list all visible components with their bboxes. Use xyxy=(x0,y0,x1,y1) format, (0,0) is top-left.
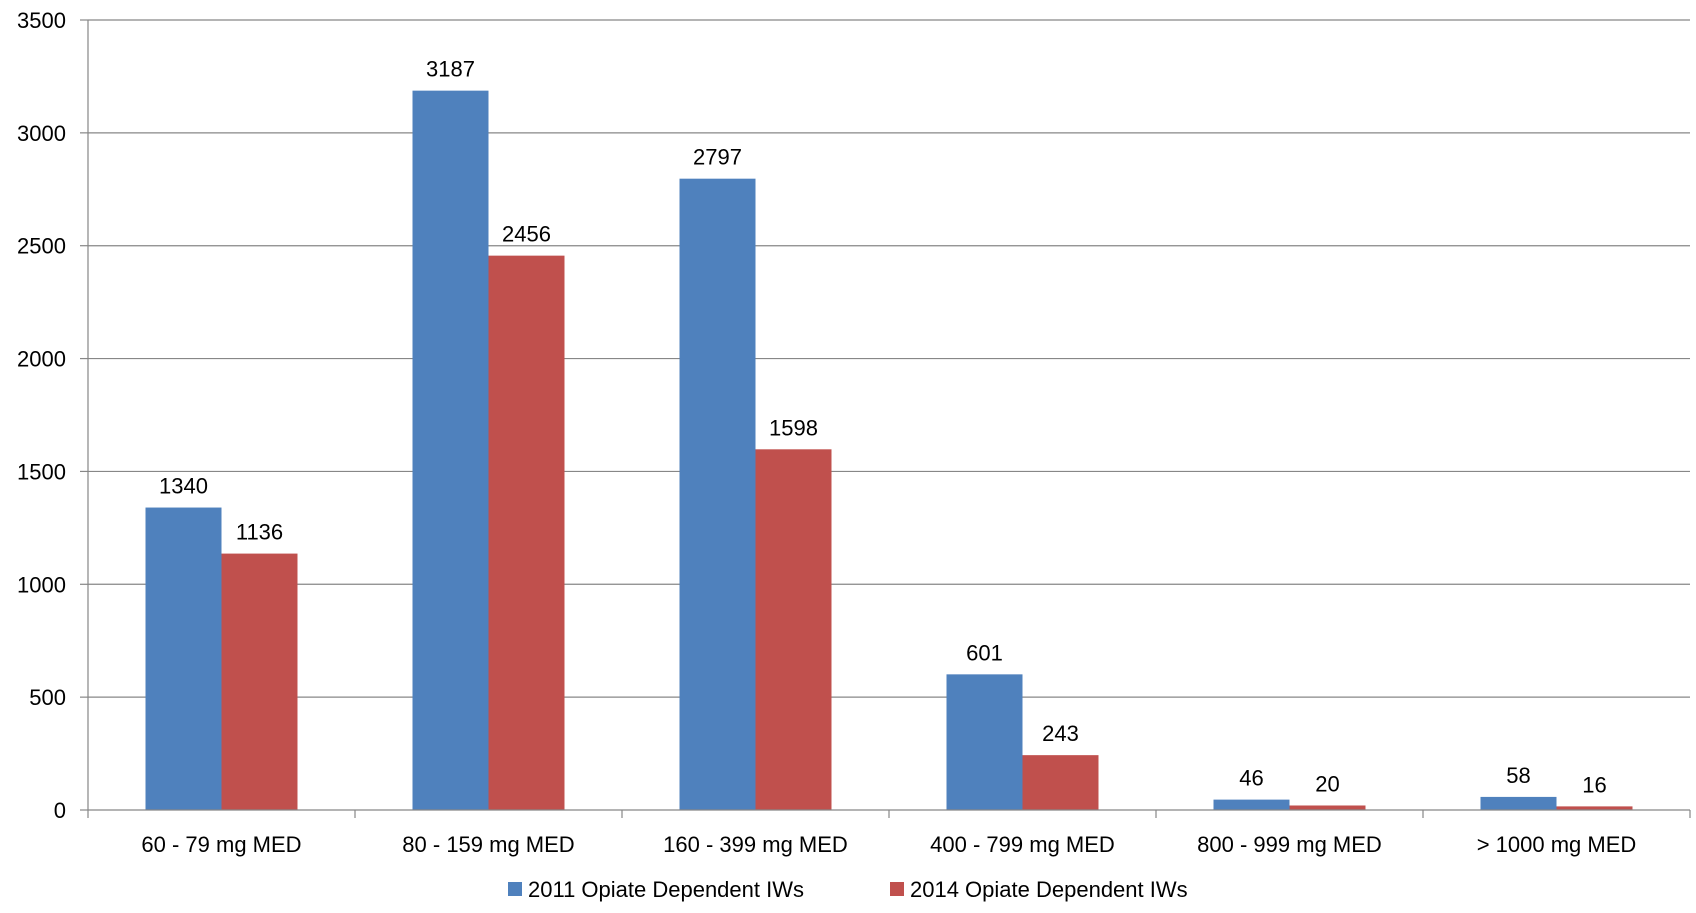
y-tick-label: 3500 xyxy=(17,8,66,33)
legend-label: 2011 Opiate Dependent IWs xyxy=(528,877,804,902)
legend-swatch xyxy=(508,882,522,896)
bar-series2 xyxy=(1289,805,1366,810)
data-label: 1598 xyxy=(769,415,818,440)
bar-series1 xyxy=(679,178,756,811)
data-label: 20 xyxy=(1315,771,1339,796)
legend-swatch xyxy=(890,882,904,896)
data-label: 243 xyxy=(1042,721,1079,746)
bars xyxy=(145,90,1633,811)
y-tick-label: 2500 xyxy=(17,234,66,259)
bar-series2 xyxy=(221,553,298,810)
bar-series2 xyxy=(1022,755,1099,810)
data-label: 3187 xyxy=(426,57,475,82)
y-tick-label: 1500 xyxy=(17,459,66,484)
y-tick-label: 500 xyxy=(29,685,66,710)
x-tick-label: 60 - 79 mg MED xyxy=(141,832,301,857)
y-tick-label: 1000 xyxy=(17,572,66,597)
data-label: 46 xyxy=(1239,766,1263,791)
y-tick-label: 2000 xyxy=(17,347,66,372)
legend: 2011 Opiate Dependent IWs 2014 Opiate Dep… xyxy=(508,877,1188,902)
gridlines xyxy=(88,19,1690,698)
axes xyxy=(80,19,1691,818)
legend-label: 2014 Opiate Dependent IWs xyxy=(910,877,1188,902)
data-label: 58 xyxy=(1506,763,1530,788)
bar-series1 xyxy=(1213,799,1290,810)
bar-series2 xyxy=(1556,806,1633,810)
bar-series1 xyxy=(145,507,222,810)
bar-series1 xyxy=(946,674,1023,810)
data-labels: 1340 1136 3187 2456 2797 1598 601 243 46 20 58 16 xyxy=(159,57,1607,798)
bar-series2 xyxy=(755,449,832,810)
bar-series1 xyxy=(1480,796,1557,810)
x-axis-tick-labels: 60 - 79 mg MED 80 - 159 mg MED 160 - 399 m… xyxy=(141,832,1636,857)
x-tick-label: 80 - 159 mg MED xyxy=(402,832,574,857)
x-tick-label: 160 - 399 mg MED xyxy=(663,832,848,857)
y-axis-tick-labels: 0 500 1000 1500 2000 2500 3000 3500 xyxy=(17,8,66,823)
data-label: 1136 xyxy=(236,520,283,545)
x-tick-label: 800 - 999 mg MED xyxy=(1197,832,1382,857)
data-label: 2456 xyxy=(502,222,551,247)
data-label: 16 xyxy=(1582,772,1606,797)
y-tick-label: 3000 xyxy=(17,121,66,146)
data-label: 1340 xyxy=(159,474,208,499)
x-tick-label: > 1000 mg MED xyxy=(1477,832,1637,857)
data-label: 601 xyxy=(966,640,1003,665)
bar-series2 xyxy=(488,255,565,810)
y-tick-label: 0 xyxy=(54,798,66,823)
bar-series1 xyxy=(412,90,489,811)
x-tick-label: 400 - 799 mg MED xyxy=(930,832,1115,857)
data-label: 2797 xyxy=(693,145,742,170)
